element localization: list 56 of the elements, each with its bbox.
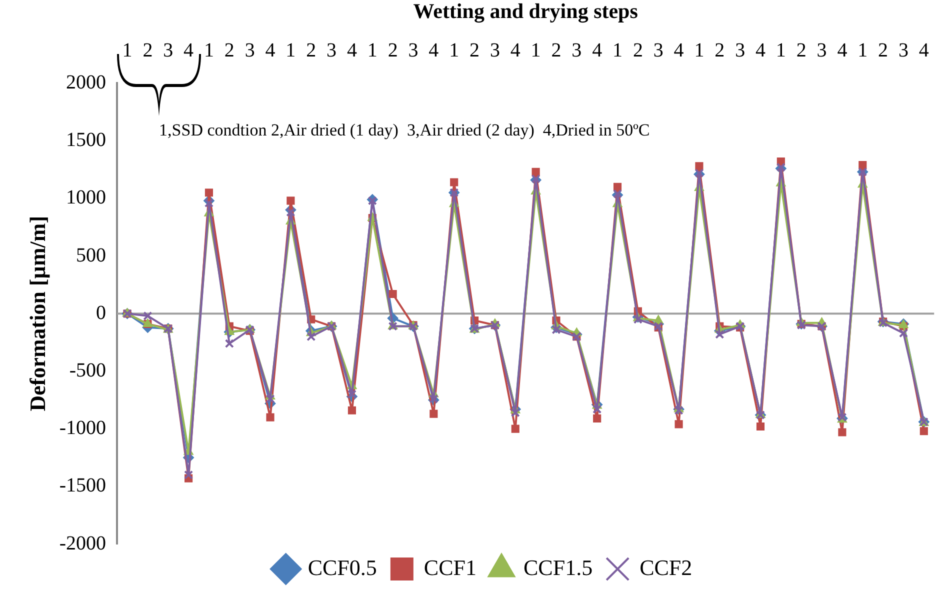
x-tick-label: 3 [898,39,908,62]
x-tick-label: 4 [510,39,520,62]
x-tick-label: 2 [714,39,725,62]
y-tick-label: -2000 [59,532,106,554]
legend-label: CCF0.5 [308,554,377,580]
x-tick-label: 4 [265,39,276,62]
y-tick-label: -500 [69,359,106,382]
y-tick-label: 1500 [66,129,106,152]
x-tick-label: 4 [184,39,194,62]
x-tick-label: 1 [449,39,460,62]
x-tick-label: 4 [918,39,929,62]
x-tick-label: 4 [837,39,848,62]
x-tick-label: 2 [632,39,643,62]
x-tick-label: 3 [163,39,174,62]
x-tick-label: 1 [858,39,868,62]
y-tick-label: -1500 [59,474,106,497]
y-tick-label: 0 [96,302,106,324]
y-axis-title: Deformation [µm/m] [24,216,50,412]
annotation: 1,SSD condtion 2,Air dried (1 day) 3,Air dried (2 day) 4,Dried in 50ºC [159,120,650,140]
x-tick-label: 1 [694,39,704,62]
x-tick-label: 2 [224,39,234,62]
y-tick-label: -1000 [59,417,106,440]
x-tick-label: 3 [408,39,418,62]
legend-label: CCF1 [424,554,477,580]
x-tick-label: 1 [530,39,541,62]
x-tick-label: 2 [878,39,888,62]
x-tick-label: 1 [367,39,378,62]
y-tick-label: 500 [76,244,106,266]
x-tick-label: 4 [346,39,357,62]
x-tick-label: 2 [388,39,398,62]
x-tick-label: 2 [551,39,562,62]
y-tick-label: 2000 [66,71,106,94]
x-tick-label: 3 [816,39,827,62]
x-axis-title: Wetting and drying steps [413,0,638,24]
x-tick-label: 2 [796,39,806,62]
legend-label: CCF1.5 [524,554,593,580]
x-tick-label: 1 [612,39,623,62]
x-tick-label: 3 [653,39,664,62]
x-tick-label: 4 [756,39,766,62]
legend-label: CCF2 [640,554,692,580]
x-tick-label: 1 [122,39,132,62]
x-tick-label: 3 [572,39,582,62]
x-tick-label: 3 [244,39,255,62]
x-tick-label: 4 [592,39,602,62]
y-tick-label: 1000 [66,186,106,209]
x-tick-label: 2 [142,39,153,62]
x-tick-label: 1 [776,39,786,62]
x-tick-label: 2 [306,39,316,62]
x-tick-label: 1 [204,39,214,62]
x-tick-label: 4 [674,39,684,62]
x-tick-label: 4 [428,39,439,62]
x-tick-label: 1 [286,39,296,62]
x-tick-label: 3 [326,39,337,62]
x-tick-label: 3 [490,39,500,62]
x-tick-label: 2 [470,39,480,62]
x-tick-label: 3 [735,39,746,62]
